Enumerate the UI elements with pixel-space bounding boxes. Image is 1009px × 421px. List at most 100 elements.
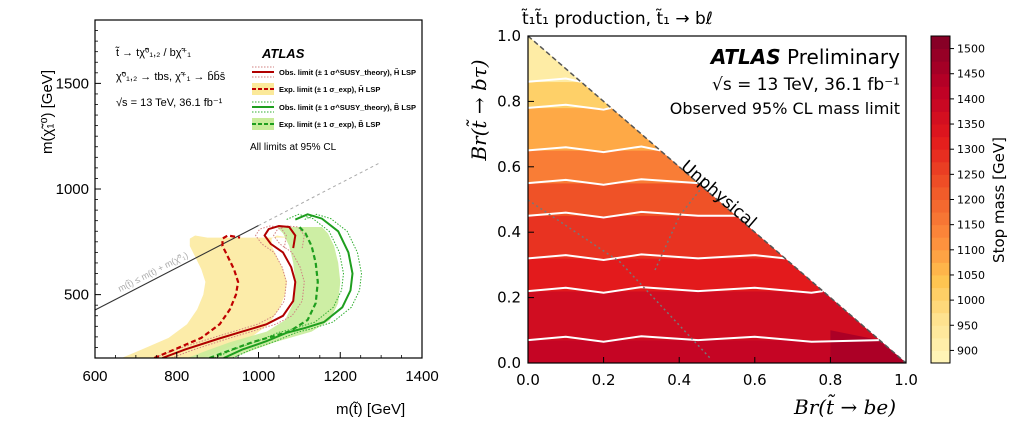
mass-band <box>830 330 906 363</box>
mass-band <box>528 258 824 292</box>
contour-line <box>528 77 582 83</box>
mass-band <box>528 107 661 151</box>
contour-line <box>528 210 736 219</box>
legend-band-swatch <box>252 118 274 130</box>
colorbar-tick-label: 1200 <box>957 194 985 207</box>
x-tick-label: 0.8 <box>818 371 842 389</box>
expected-band-higgsino <box>121 235 290 358</box>
limit-curve <box>223 213 354 358</box>
legend-band-swatch <box>252 83 274 95</box>
colorbar-tick-label: 1100 <box>957 244 985 257</box>
right-atlas-label: ATLAS <box>709 45 781 69</box>
unphysical-boundary <box>527 35 907 364</box>
colorbar-tick-label: 1500 <box>957 43 985 56</box>
colorbar-segment <box>931 199 950 213</box>
x-tick-label: 0.0 <box>516 371 540 389</box>
legend-entry-label: Obs. limit (± 1 σ^SUSY_theory), H̃ LSP <box>279 68 416 77</box>
contour-line <box>528 286 823 294</box>
x-tick-label: 1200 <box>324 368 357 385</box>
x-tick-label: 0.6 <box>743 371 767 389</box>
colorbar-tick-label: 1050 <box>957 269 985 282</box>
mass-limit-heatmap <box>528 36 906 363</box>
svg-text:ATLAS Preliminary: ATLAS Preliminary <box>709 45 900 69</box>
right-plot-frame <box>527 35 907 364</box>
colorbar-segment <box>931 274 950 289</box>
x-tick-label: 1000 <box>242 368 275 385</box>
colorbar-segment <box>931 86 950 100</box>
process-line-2: χ̃⁰₁,₂ → tbs, χ̃⁺₁ → b̄b̄s̄ <box>116 70 226 83</box>
left-atlas-label: ATLAS <box>261 46 305 61</box>
right-atlas-suffix: Preliminary <box>787 45 900 69</box>
contour-line <box>528 335 880 343</box>
y-tick-label: 0.0 <box>497 354 521 372</box>
process-line-1: t̃ → tχ̃⁰₁,₂ / bχ̃⁺₁ <box>115 46 192 59</box>
y-tick-label: 1.0 <box>497 27 521 45</box>
colorbar-segment <box>931 262 950 276</box>
colorbar-segment <box>931 149 950 163</box>
mass-band <box>528 290 881 341</box>
right-y-axis-label: Br(t̃ → bτ) <box>465 59 491 161</box>
colorbar-segment <box>931 237 950 251</box>
colorbar-segment <box>931 224 950 238</box>
x-tick-label: 600 <box>82 368 107 385</box>
colorbar-segment <box>931 350 950 364</box>
y-tick-label: 0.8 <box>497 92 521 110</box>
colorbar-segment <box>931 61 950 75</box>
limit-curves <box>153 213 363 358</box>
colorbar-segment <box>931 287 950 301</box>
colorbar-segment <box>931 98 950 112</box>
colorbar-tick-label: 1400 <box>957 93 985 106</box>
x-tick-label: 800 <box>164 368 189 385</box>
limit-curve <box>162 224 297 358</box>
colorbar-segment <box>931 48 950 62</box>
x-tick-label: 0.2 <box>592 371 616 389</box>
y-tick-label: 0.6 <box>497 158 521 176</box>
colorbar-tick-label: 1000 <box>957 294 985 307</box>
colorbar-tick-label: 1300 <box>957 143 985 156</box>
kinematic-limit-diagonal <box>95 225 259 311</box>
right-x-axis-label: Br(t̃ → be) <box>793 393 896 419</box>
colorbar-segment <box>931 124 950 138</box>
contour-lines <box>528 77 880 343</box>
theory-uncertainty-line <box>153 225 287 358</box>
y-tick-label: 1000 <box>56 181 89 198</box>
colorbar-label: Stop mass [GeV] <box>990 137 1008 263</box>
colorbar-segment <box>931 36 950 50</box>
process-line-3: √s = 13 TeV, 36.1 fb⁻¹ <box>116 97 223 109</box>
colorbar-ticks: 900 950 1000 1050 1100 1150 1200 1250 1300 1350 14… <box>950 43 985 357</box>
colorbar-tick-label: 1150 <box>957 219 985 232</box>
theory-uncertainty-line <box>214 213 345 358</box>
right-chart: 0.0 0.2 0.4 0.6 0.8 1.0 0.0 0.2 0.4 0.6 0.8 1.0 t̃₁… <box>465 8 1008 419</box>
colorbar-segment <box>931 325 950 339</box>
colorbar-segment <box>931 212 950 226</box>
right-energy-line: √s = 13 TeV, 36.1 fb⁻¹ <box>712 75 900 95</box>
left-diagonal-label: m(t̃) ≤ m(t) + m(χ̃⁰₁) <box>116 250 189 294</box>
legend-entry-label: Exp. limit (± 1 σ_exp), H̃ LSP <box>279 85 380 94</box>
theory-uncertainty-line <box>232 213 363 358</box>
colorbar-segment <box>931 300 950 314</box>
y-tick-label: 0.4 <box>497 223 521 241</box>
auxiliary-dotted-line-2 <box>654 189 701 271</box>
colorbar-tick-label: 1450 <box>957 68 985 81</box>
colorbar-segment <box>931 337 950 351</box>
mass-band <box>528 150 699 184</box>
colorbar-tick-label: 950 <box>957 319 978 332</box>
colorbar-segment <box>931 161 950 175</box>
x-tick-label: 1.0 <box>894 371 918 389</box>
colorbar-tick-label: 900 <box>957 344 978 357</box>
y-tick-label: 1500 <box>56 75 89 92</box>
auxiliary-dotted-line-1 <box>528 199 711 359</box>
x-tick-label: 0.4 <box>667 371 691 389</box>
limit-bands <box>121 227 341 358</box>
left-axis-ticks: 600 800 1000 1200 1400 500 1000 1500 <box>56 30 439 385</box>
left-legend: Obs. limit (± 1 σ^SUSY_theory), H̃ LSP Ex… <box>252 66 416 130</box>
colorbar-segment <box>931 249 950 263</box>
legend-entry-label: Obs. limit (± 1 σ^SUSY_theory), B̃ LSP <box>279 103 416 112</box>
legend-entry-label: Exp. limit (± 1 σ_exp), B̃ LSP <box>279 120 380 129</box>
contour-line <box>528 145 661 154</box>
left-y-axis-label: m(χ̃₁⁰) [GeV] <box>39 70 56 154</box>
colorbar-segment <box>931 136 950 150</box>
colorbar-segment <box>931 186 950 200</box>
x-tick-label: 1400 <box>405 368 438 385</box>
